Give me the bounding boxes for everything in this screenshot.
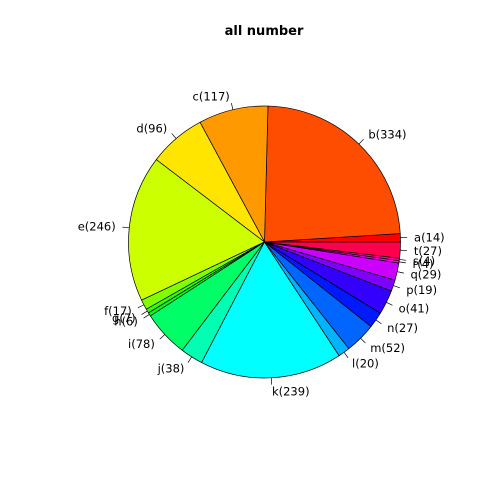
- pie-label-tick: [398, 261, 406, 264]
- pie-slice-label: d(96): [136, 121, 167, 135]
- pie-label-tick: [360, 337, 366, 344]
- pie-slice-label: h(6): [114, 315, 138, 329]
- pie-slice-label: n(27): [387, 321, 418, 335]
- pie-label-tick: [393, 285, 400, 289]
- pie-label-tick: [159, 334, 166, 340]
- pie-label-tick: [358, 138, 364, 145]
- pie-slice-label: m(52): [370, 341, 405, 355]
- pie-label-tick: [171, 133, 177, 139]
- pie-label-tick: [343, 352, 349, 359]
- pie-label-tick: [375, 319, 382, 325]
- pie-slice-label: i(78): [128, 337, 155, 351]
- pie-slice-label: s(4): [413, 254, 435, 268]
- pie-label-tick: [231, 103, 234, 110]
- pie-label-tick: [143, 314, 150, 319]
- pie-label-tick: [386, 302, 393, 306]
- pie-label-tick: [141, 310, 148, 315]
- pie-slice-label: e(246): [78, 219, 116, 233]
- pie-slice-label: a(14): [414, 230, 445, 244]
- pie-slice-label: p(19): [406, 283, 437, 297]
- pie-slice-label: f(17): [104, 304, 132, 318]
- pie-slice-label: c(117): [193, 89, 230, 103]
- pie-slice-label: k(239): [272, 384, 310, 398]
- pie-slice-label: q(29): [411, 268, 442, 282]
- pie-slice-label: t(27): [414, 244, 442, 258]
- pie-slice-label: o(41): [399, 301, 430, 315]
- pie-slice-label: b(334): [368, 127, 406, 141]
- pie-labels: a(14) b(334) c(117) d(96) e(246) f(17)g(7)h(6…: [78, 89, 445, 398]
- pie-slice-label: g(7): [112, 311, 136, 325]
- pie-label-tick: [399, 259, 407, 261]
- pie-label-tick: [397, 271, 404, 274]
- pie-slice-label: l(20): [352, 356, 379, 370]
- pie-label-tick: [187, 356, 192, 363]
- pie-slice-label: j(38): [157, 361, 185, 375]
- pie-label-tick: [137, 304, 145, 309]
- pie-slice: [264, 105, 401, 243]
- pie-slices: [122, 103, 408, 385]
- pie-label-tick: [122, 226, 130, 229]
- chart-title: all number: [225, 24, 304, 39]
- pie-slice-label: r(4): [412, 257, 433, 271]
- pie-slice: [201, 241, 340, 379]
